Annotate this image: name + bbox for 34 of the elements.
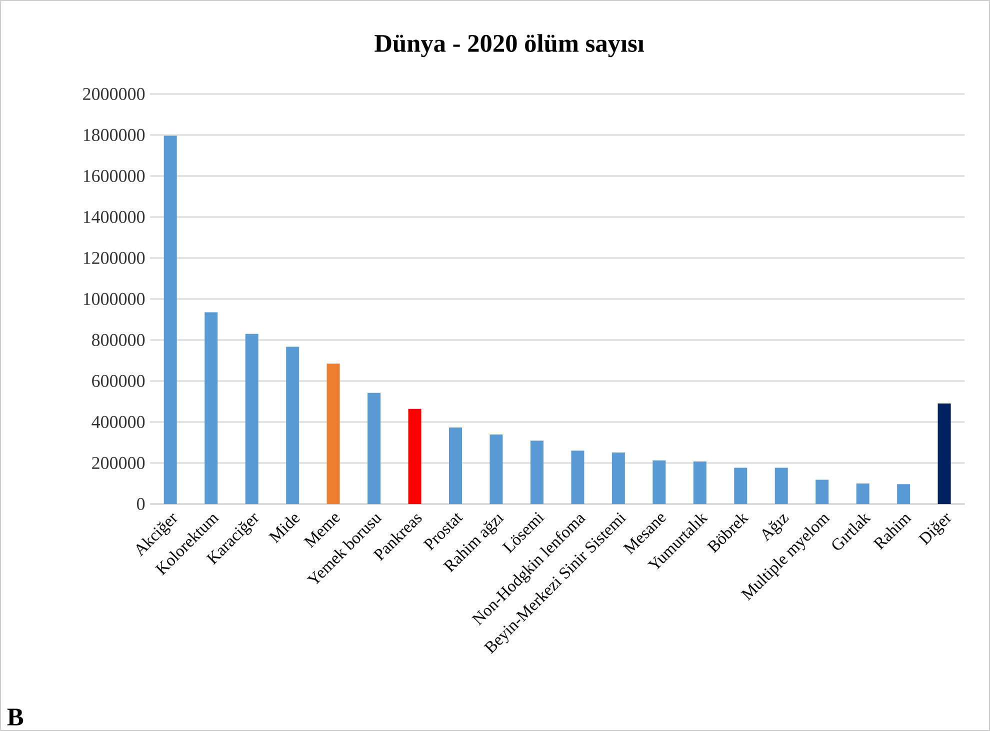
bar — [449, 428, 462, 504]
bar — [286, 346, 300, 504]
y-tick-label: 800000 — [92, 334, 145, 346]
bar — [490, 434, 503, 504]
bar — [368, 392, 381, 504]
x-tick-label: Ağız — [762, 514, 789, 542]
bar — [856, 483, 870, 504]
y-tick-label: 1800000 — [84, 128, 145, 142]
text: B — [7, 708, 24, 726]
bar — [245, 334, 258, 504]
y-tick-label: 0 — [136, 498, 145, 510]
bar — [774, 468, 788, 504]
bar — [571, 450, 584, 504]
bar — [734, 468, 748, 504]
bar — [408, 408, 422, 504]
bar — [326, 364, 340, 504]
bar — [164, 136, 177, 504]
chart-title: Dünya - 2020 ölüm sayısı — [374, 34, 644, 58]
bar — [530, 440, 544, 504]
bar — [652, 460, 666, 504]
bar — [938, 404, 951, 504]
y-tick-label: 1600000 — [84, 170, 145, 182]
y-tick-label: 600000 — [92, 374, 145, 388]
bar — [612, 452, 625, 504]
y-tick-label: 1400000 — [84, 210, 145, 224]
y-tick-label: 2000000 — [83, 88, 145, 100]
bar — [204, 312, 218, 504]
y-tick-label: 200000 — [92, 456, 145, 470]
bar — [897, 484, 910, 504]
y-tick-label: 1000000 — [84, 292, 145, 306]
y-tick-label: 400000 — [92, 416, 145, 428]
bar — [816, 480, 829, 504]
bar — [693, 462, 706, 504]
y-tick-label: 1200000 — [84, 252, 145, 264]
